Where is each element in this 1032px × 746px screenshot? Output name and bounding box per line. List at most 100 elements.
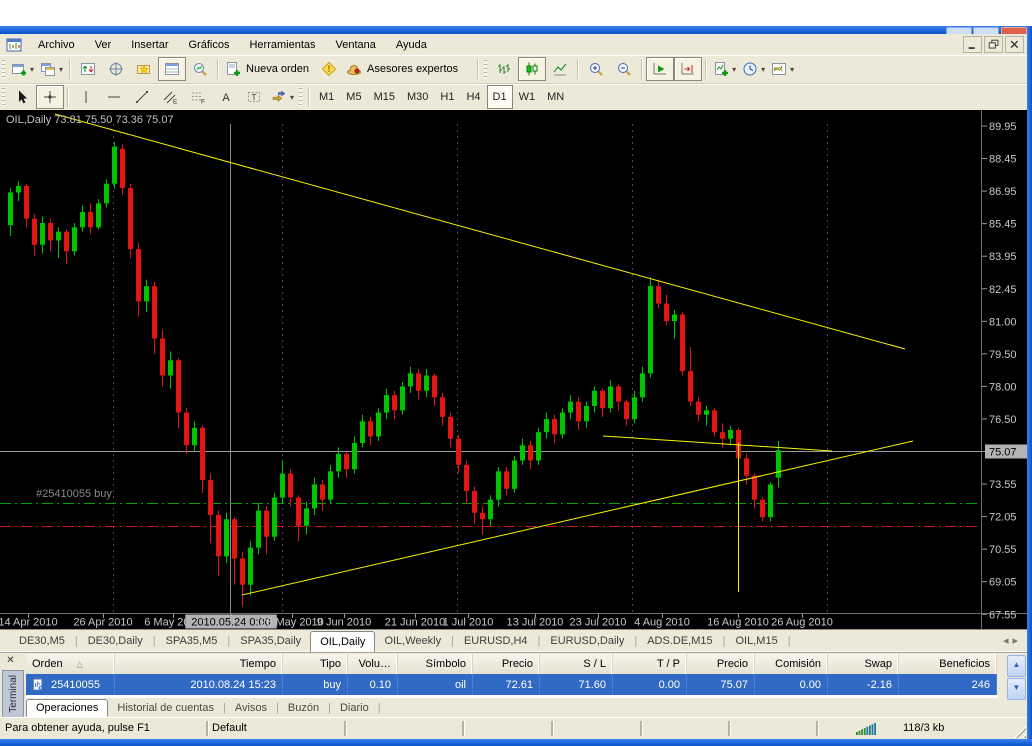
line-chart-button[interactable] [546,57,574,81]
mdi-minimize-button[interactable] [963,36,982,53]
chart-tab-oil-daily[interactable]: OIL,Daily [310,631,376,652]
periods-dropdown-icon[interactable]: ▾ [761,64,766,74]
chart-tab-spa35-daily[interactable]: SPA35,Daily [240,635,302,647]
indicators-button[interactable]: ▾ [710,57,739,81]
indicators-dropdown-icon[interactable]: ▾ [732,64,737,74]
trendline-button[interactable] [128,85,156,109]
bar-chart-button[interactable] [490,57,518,81]
equidistant-channel-button[interactable]: E [156,85,184,109]
column-header-tiempo[interactable]: Tiempo [115,654,283,674]
text-label-button[interactable]: T [240,85,268,109]
column-header-smbolo[interactable]: Símbolo [398,654,473,674]
menu-item-ventana[interactable]: Ventana [335,38,376,51]
candlestick-chart-button[interactable] [518,57,547,81]
terminal-close-icon[interactable]: ✕ [6,655,15,666]
chart-tab-ads-de-m15[interactable]: ADS.DE,M15 [647,635,713,647]
timeframe-button-H1[interactable]: H1 [440,91,455,103]
column-header-precio[interactable]: Precio [687,654,755,674]
chart-tab-eurusd-daily[interactable]: EURUSD,Daily [550,635,625,647]
timeframe-button-M15[interactable]: M15 [373,91,395,103]
menu-item-ver[interactable]: Ver [94,38,112,51]
menu-item-insertar[interactable]: Insertar [131,38,169,51]
horizontal-line-button[interactable] [100,85,128,109]
column-header-sl[interactable]: S / L [540,654,613,674]
data-window-button[interactable] [102,57,130,81]
chart-tab-oil-m15[interactable]: OIL,M15 [735,635,778,647]
market-watch-button[interactable] [74,57,102,81]
new-chart-dropdown-icon[interactable]: ▾ [30,64,35,74]
tab-scroll-arrows[interactable]: ◂▸ [1003,634,1022,647]
timeframe-button-MN[interactable]: MN [547,91,565,103]
terminal-side-tab[interactable]: Terminal [2,670,24,718]
expert-advisors-button[interactable]: Asesores expertos [343,57,464,81]
navigator-button[interactable] [130,57,158,81]
vertical-line-button[interactable] [72,85,100,109]
timeframe-button-M1[interactable]: M1 [319,91,335,103]
terminal-tab-diario[interactable]: Diario [339,702,369,714]
auto-scroll-button[interactable] [646,57,675,81]
terminal-button[interactable] [158,57,187,81]
metaeditor-button[interactable]: ! [315,57,343,81]
mdi-restore-button[interactable] [984,36,1003,53]
chart-tab-oil-weekly[interactable]: OIL,Weekly [384,635,442,647]
chart-tab-de30-daily[interactable]: DE30,Daily [87,635,143,647]
menu-item-archivo[interactable]: Archivo [38,38,75,51]
timeframe-button-W1[interactable]: W1 [518,91,536,103]
zoom-in-button[interactable] [582,57,610,81]
cursor-button[interactable] [8,85,36,109]
timeframe-button-M30[interactable]: M30 [406,91,429,103]
terminal-tab-historial-de-cuentas[interactable]: Historial de cuentas [117,702,214,714]
arrows-dropdown-icon[interactable]: ▾ [290,92,295,102]
profiles-dropdown-icon[interactable]: ▾ [59,64,64,74]
tab-scroll-right-icon[interactable]: ▸ [1012,635,1022,647]
resize-grip[interactable] [1012,724,1026,738]
timeframe-button-M5[interactable]: M5 [346,91,362,103]
terminal-tab-avisos[interactable]: Avisos [234,702,268,714]
svg-text:21 Jun 2010: 21 Jun 2010 [385,617,446,629]
menu-item-herramientas[interactable]: Herramientas [249,38,316,51]
timeframe-button-H4[interactable]: H4 [466,91,481,103]
scroll-up-icon[interactable]: ▲ [1007,655,1026,677]
profiles-button[interactable]: ▾ [37,57,66,81]
column-header-precio[interactable]: Precio [473,654,540,674]
menu-item-grficos[interactable]: Gráficos [188,38,230,51]
chart-tab-spa35-m5[interactable]: SPA35,M5 [165,635,218,647]
sort-asc-icon[interactable]: △ [76,659,83,669]
arrows-button[interactable]: ▾ [268,85,297,109]
new-chart-button[interactable]: ▾ [8,57,37,81]
toolbar-grip[interactable] [484,59,488,79]
column-header-tipo[interactable]: Tipo [283,654,348,674]
terminal-tab-operaciones[interactable]: Operaciones [26,699,109,717]
tab-scroll-left-icon[interactable]: ◂ [1002,635,1013,647]
column-header-tp[interactable]: T / P [613,654,687,674]
toolbar-grip[interactable] [2,87,5,107]
new-order-button[interactable]: Nueva orden [222,57,315,81]
chart-canvas[interactable]: 89.95 88.45 86.95 85.45 83.95 82.45 81.00 79.50… [0,110,1032,629]
column-header-orden[interactable]: Orden △ [26,654,115,674]
menu-item-ayuda[interactable]: Ayuda [395,38,427,51]
mdi-close-button[interactable] [1005,36,1024,53]
templates-dropdown-icon[interactable]: ▾ [790,64,795,74]
templates-button[interactable]: ▾ [768,57,797,81]
toolbar-grip[interactable] [299,87,303,107]
chart-tab-eurusd-h4[interactable]: EURUSD,H4 [463,635,528,647]
column-header-swap[interactable]: Swap [828,654,899,674]
svg-text:79.50: 79.50 [989,349,1017,361]
strategy-tester-button[interactable] [186,57,214,81]
timeframe-button-D1[interactable]: D1 [486,85,513,109]
scroll-down-icon[interactable]: ▼ [1007,678,1026,700]
terminal-tab-buz-n[interactable]: Buzón [287,702,320,714]
chart-shift-button[interactable] [674,57,703,81]
toolbar-grip[interactable] [2,59,5,79]
column-header-beneficios[interactable]: Beneficios [899,654,997,674]
crosshair-button[interactable] [36,85,64,109]
periods-button[interactable]: ▾ [739,57,768,81]
app-icon[interactable] [6,37,22,53]
column-header-volu[interactable]: Volu… [348,654,398,674]
fibonacci-button[interactable]: F [184,85,212,109]
zoom-out-button[interactable] [610,57,638,81]
column-header-comisin[interactable]: Comisión [755,654,828,674]
order-row[interactable]: 25410055 2010.08.24 15:23 buy 0.10 oil 72.61 7… [26,674,997,695]
text-button[interactable]: A [212,85,240,109]
chart-tab-de30-m5[interactable]: DE30,M5 [19,635,65,647]
